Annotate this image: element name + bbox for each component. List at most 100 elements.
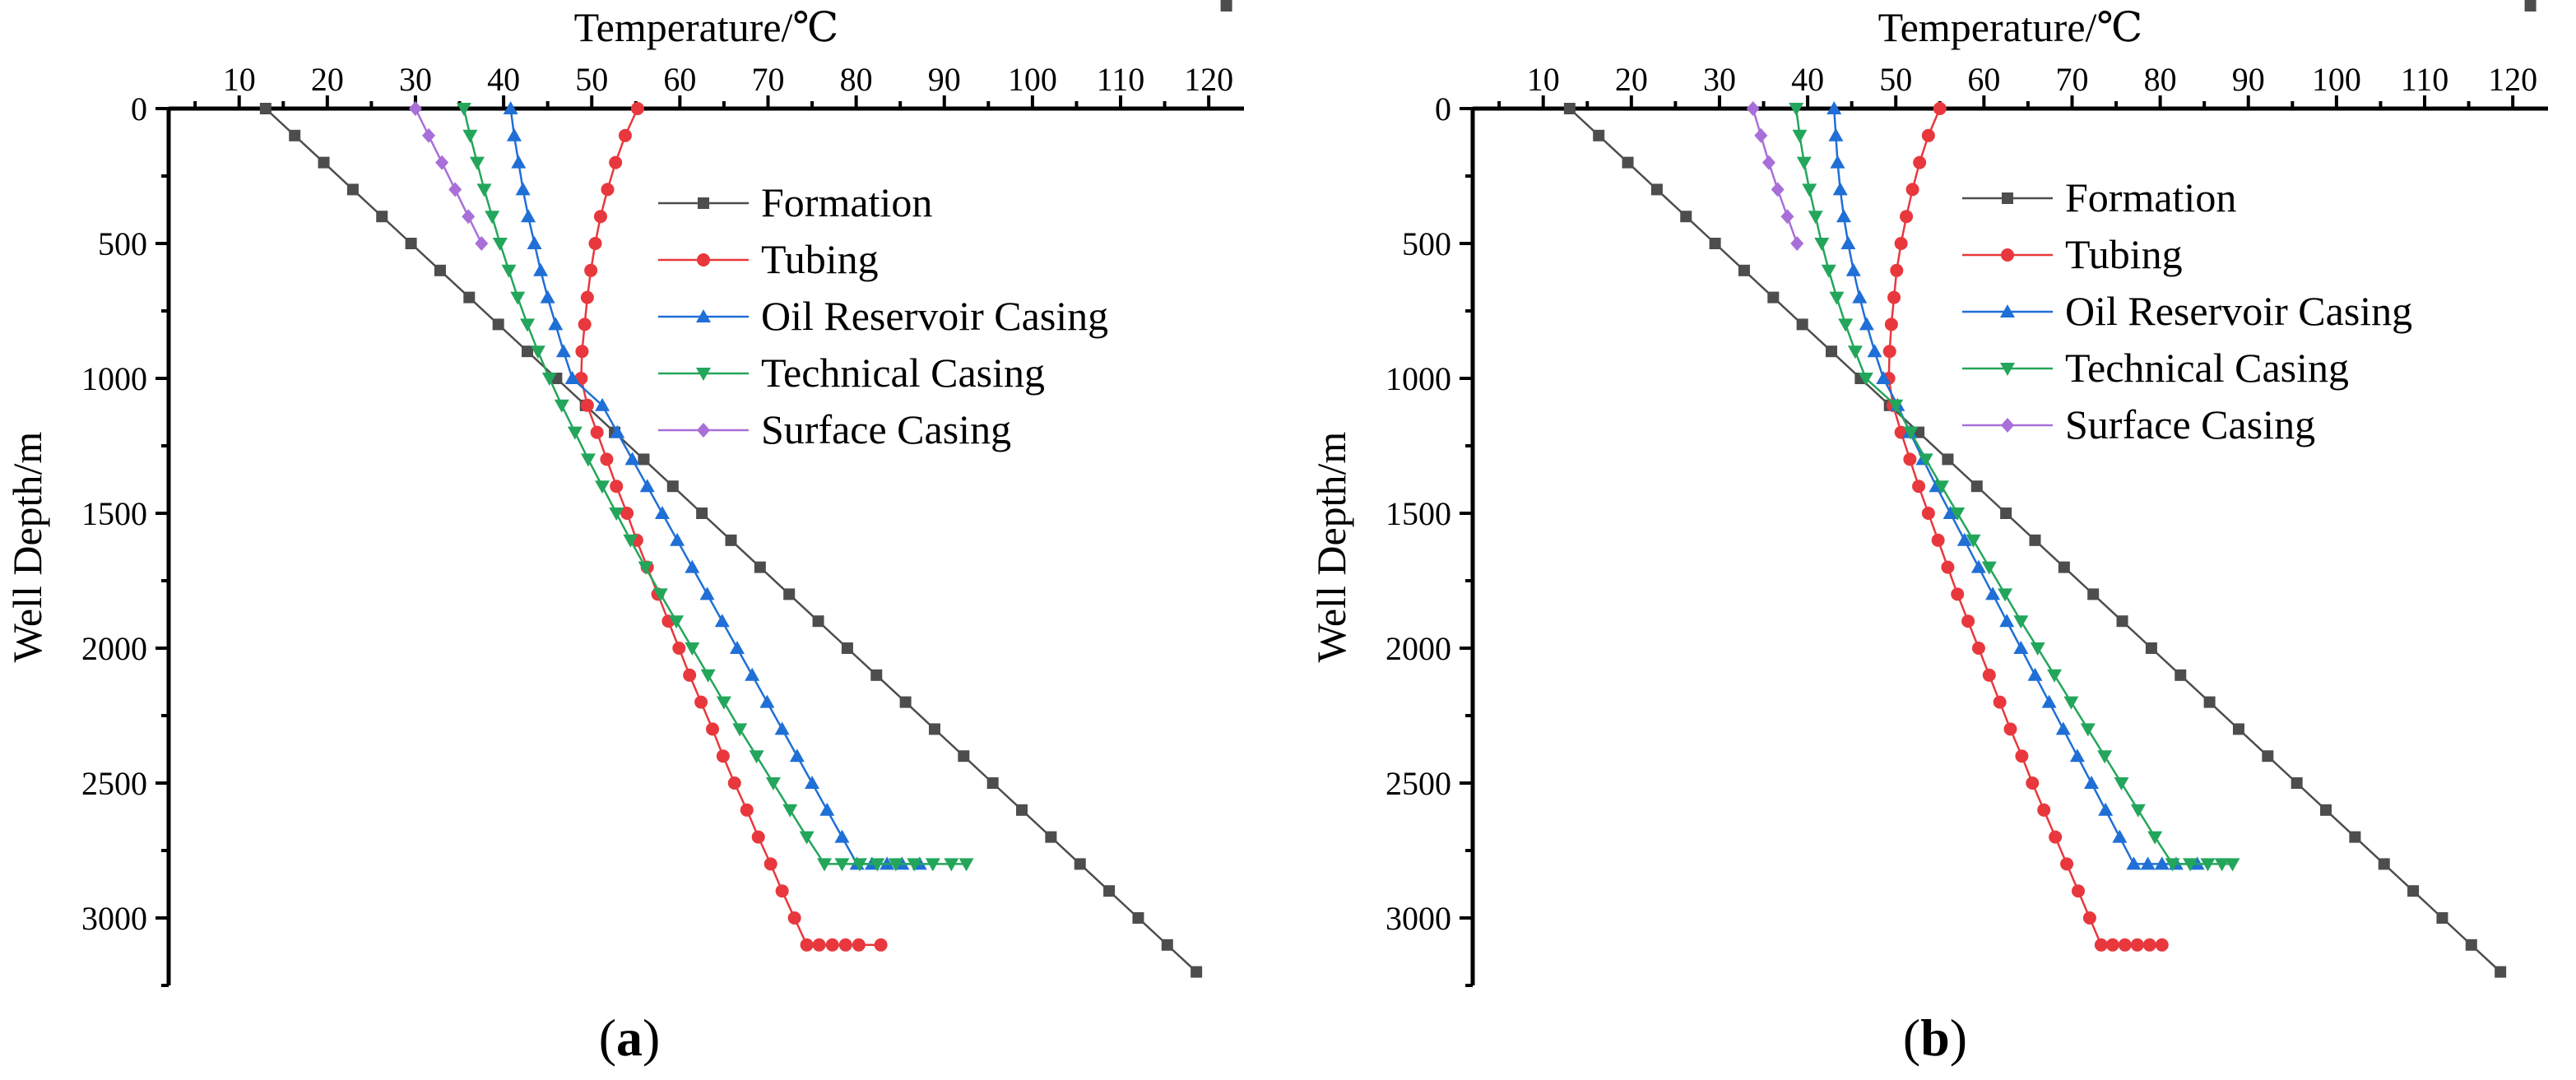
data-point — [503, 101, 518, 114]
data-point — [624, 452, 640, 466]
data-point — [456, 103, 471, 116]
x-tick-label: 30 — [399, 61, 432, 98]
series-line — [1794, 108, 2233, 865]
data-point — [623, 534, 638, 548]
data-point — [765, 777, 781, 790]
data-point — [2003, 722, 2017, 736]
data-point — [521, 209, 536, 223]
data-point — [2037, 803, 2051, 817]
data-point — [1921, 128, 1935, 142]
data-point — [1593, 129, 1605, 141]
data-point — [346, 183, 359, 196]
data-point — [588, 237, 602, 250]
data-point — [2145, 642, 2157, 654]
x-tick-label: 100 — [2312, 61, 2361, 98]
data-point — [259, 103, 272, 114]
data-point — [1903, 452, 1917, 466]
data-point — [2465, 939, 2477, 951]
data-point — [2087, 588, 2100, 600]
legend-label: Oil Reservoir Casing — [2065, 288, 2412, 334]
data-point — [2147, 831, 2163, 845]
data-point — [1931, 533, 1945, 547]
data-point — [1771, 182, 1785, 197]
data-point — [852, 858, 867, 872]
data-point — [669, 615, 685, 629]
data-point — [1993, 695, 2007, 709]
data-point — [555, 344, 571, 358]
data-point — [1852, 290, 1868, 304]
series-line — [580, 108, 881, 947]
x-tick-label: 80 — [2144, 61, 2177, 98]
data-point — [609, 155, 623, 169]
data-point — [476, 183, 492, 197]
y-tick-label: 3000 — [1385, 900, 1451, 937]
data-point — [2041, 694, 2057, 708]
data-point — [888, 858, 903, 872]
data-point — [462, 209, 476, 225]
data-point — [925, 858, 940, 872]
data-point — [522, 345, 534, 358]
data-point — [2225, 858, 2240, 872]
data-point — [745, 667, 760, 681]
panel-label: (a) — [599, 1008, 661, 1067]
data-point — [422, 127, 436, 143]
data-point — [1970, 559, 1986, 573]
data-point — [800, 938, 814, 952]
data-point — [1754, 127, 1768, 143]
data-point — [838, 938, 852, 952]
data-point — [782, 804, 798, 818]
data-point — [852, 938, 866, 952]
data-point — [1840, 236, 1856, 249]
data-point — [462, 129, 478, 143]
panel-label: (b) — [1903, 1008, 1967, 1067]
y-tick-label: 2500 — [81, 765, 147, 802]
data-point — [874, 938, 888, 952]
data-point — [1876, 371, 1891, 384]
data-point — [685, 642, 700, 656]
x-tick-label: 70 — [751, 61, 784, 98]
data-point — [540, 290, 555, 304]
data-point — [1859, 317, 1874, 331]
data-point — [2098, 802, 2114, 816]
data-point — [1941, 560, 1955, 574]
x-tick-label: 50 — [1879, 61, 1912, 98]
legend-label: Formation — [761, 179, 932, 225]
data-point — [2027, 667, 2043, 681]
data-point — [405, 238, 417, 249]
legend-marker — [696, 309, 711, 322]
x-tick-label: 60 — [663, 61, 696, 98]
data-point — [1709, 238, 1721, 249]
series-tubing — [1882, 102, 2169, 952]
data-point — [463, 291, 476, 304]
data-point — [1912, 480, 1926, 494]
data-point — [2203, 696, 2216, 708]
data-point — [1821, 264, 1836, 278]
data-point — [812, 615, 824, 628]
data-point — [2130, 938, 2144, 952]
x-tick-label: 80 — [840, 61, 873, 98]
y-tick-label: 0 — [131, 90, 147, 127]
data-point — [590, 425, 604, 439]
data-point — [740, 803, 754, 817]
data-point — [506, 127, 522, 141]
data-point — [1971, 642, 1985, 655]
data-point — [1847, 345, 1863, 359]
data-point — [2142, 938, 2156, 952]
data-point — [593, 210, 607, 224]
data-point — [1933, 102, 1947, 115]
data-point — [2084, 776, 2100, 789]
data-point — [548, 317, 564, 331]
data-point — [2407, 885, 2420, 897]
data-point — [2097, 750, 2113, 764]
legend-label: Technical Casing — [2065, 345, 2349, 391]
data-point — [408, 101, 422, 116]
series-line — [1832, 108, 2198, 865]
legend-marker — [698, 197, 709, 209]
data-point — [2262, 750, 2274, 762]
y-tick-label: 1500 — [1385, 495, 1451, 532]
x-tick-label: 10 — [1527, 61, 1560, 98]
data-point — [1622, 156, 1634, 169]
data-point — [2116, 615, 2128, 628]
data-point — [907, 858, 922, 872]
